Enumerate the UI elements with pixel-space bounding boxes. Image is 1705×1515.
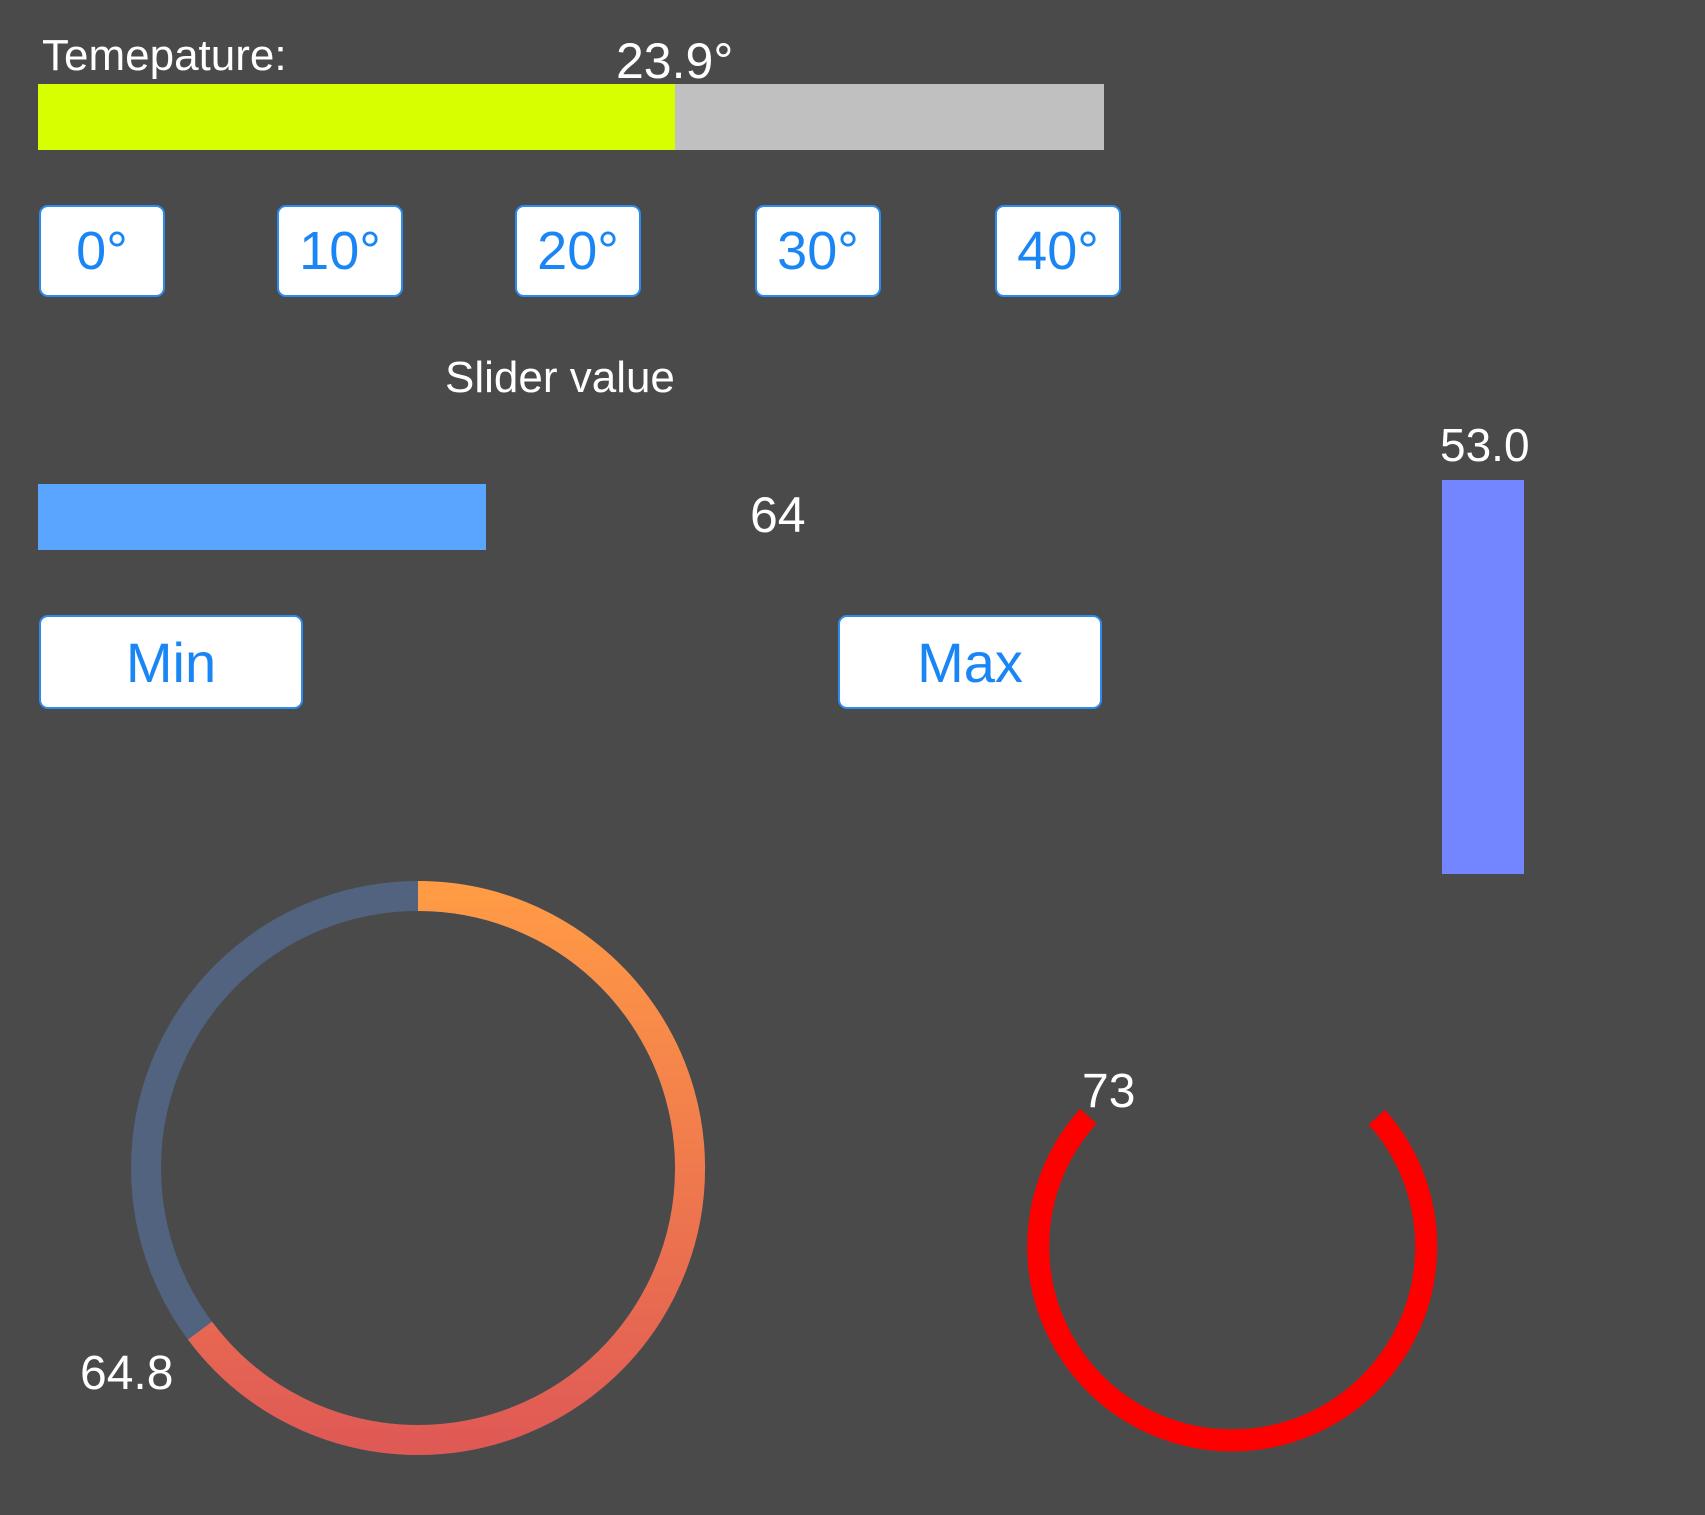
vertical-bar xyxy=(1442,480,1524,874)
temperature-progress-bar xyxy=(38,84,1104,150)
preset-20-button[interactable]: 20° xyxy=(515,205,641,297)
ring-gauge-value-arc xyxy=(187,881,706,1455)
slider-fill xyxy=(38,484,487,550)
arc-gauge-arc xyxy=(1027,1108,1438,1452)
ring-gauge xyxy=(131,881,706,1455)
arc-gauge-value: 73 xyxy=(1082,1065,1136,1118)
arc-gauge xyxy=(1027,1108,1438,1452)
slider-value: 64 xyxy=(750,487,806,543)
preset-30-button[interactable]: 30° xyxy=(755,205,881,297)
vertical-bar-value: 53.0 xyxy=(1440,419,1530,471)
temperature-progress-fill xyxy=(38,84,675,150)
min-button[interactable]: Min xyxy=(39,615,303,709)
preset-10-button[interactable]: 10° xyxy=(277,205,403,297)
slider-title: Slider value xyxy=(445,353,675,402)
preset-0-button[interactable]: 0° xyxy=(39,205,165,297)
temperature-label: Temepature: xyxy=(42,31,287,80)
temperature-value: 23.9° xyxy=(616,33,734,89)
vertical-bar-fill xyxy=(1442,480,1524,874)
preset-40-button[interactable]: 40° xyxy=(995,205,1121,297)
value-slider[interactable] xyxy=(38,484,730,550)
max-button[interactable]: Max xyxy=(838,615,1102,709)
ring-gauge-value: 64.8 xyxy=(80,1347,174,1400)
